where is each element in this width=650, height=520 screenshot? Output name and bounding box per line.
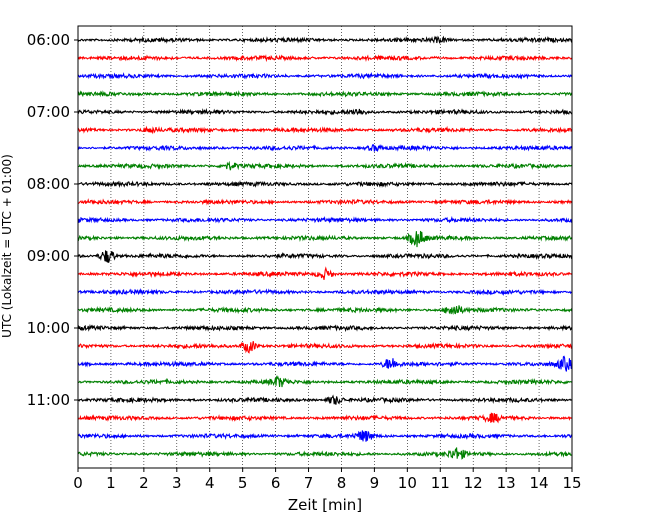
trace-1100 — [77, 394, 573, 405]
trace-0800 — [77, 179, 573, 189]
y-tick-label: 07:00 — [27, 103, 70, 121]
y-tick-label: 08:00 — [27, 175, 70, 193]
seismic-traces — [77, 35, 573, 460]
x-tick-label: 4 — [205, 474, 215, 492]
trace-0700 — [77, 107, 573, 116]
x-tick-label: 8 — [337, 474, 347, 492]
x-axis-label: Zeit [min] — [288, 496, 362, 514]
trace-1145 — [77, 447, 573, 460]
trace-1130 — [77, 430, 573, 442]
x-tick-label: 0 — [73, 474, 83, 492]
trace-0630 — [77, 71, 573, 80]
y-tick-label: 11:00 — [27, 391, 70, 409]
x-tick-label: 9 — [370, 474, 380, 492]
y-axis-label: UTC (Lokalzeit = UTC + 01:00) — [0, 154, 14, 338]
x-tick-label: 2 — [139, 474, 149, 492]
y-tick-label: 10:00 — [27, 319, 70, 337]
trace-1115 — [77, 412, 573, 424]
trace-0915 — [77, 266, 573, 280]
trace-0730 — [77, 144, 573, 153]
trace-0930 — [77, 288, 573, 297]
trace-0615 — [77, 54, 573, 63]
trace-0815 — [77, 198, 573, 206]
trace-1000 — [77, 323, 573, 333]
trace-0900 — [77, 250, 573, 263]
trace-1015 — [77, 341, 573, 354]
x-tick-label: 5 — [238, 474, 248, 492]
x-tick-label: 14 — [530, 474, 549, 492]
trace-1045 — [77, 375, 573, 388]
x-tick-label: 7 — [304, 474, 314, 492]
trace-0845 — [77, 230, 573, 248]
trace-0645 — [77, 90, 573, 98]
trace-1030 — [77, 355, 573, 372]
x-axis-ticks: 0 1 2 3 4 5 6 7 8 9 10 11 12 13 14 15 — [73, 468, 582, 492]
x-tick-label: 12 — [464, 474, 483, 492]
trace-0830 — [77, 215, 573, 224]
x-tick-label: 10 — [398, 474, 417, 492]
y-tick-label: 06:00 — [27, 31, 70, 49]
y-axis-ticks: 06:00 07:00 08:00 09:00 10:00 11:00 — [27, 31, 78, 409]
y-tick-label: 09:00 — [27, 247, 70, 265]
plot-frame — [77, 25, 573, 469]
minute-grid — [110, 26, 540, 468]
x-tick-label: 3 — [172, 474, 182, 492]
trace-0715 — [77, 125, 573, 135]
trace-0600 — [77, 35, 573, 44]
x-tick-label: 11 — [431, 474, 450, 492]
x-tick-label: 15 — [562, 474, 581, 492]
x-tick-label: 6 — [271, 474, 281, 492]
trace-0745 — [77, 160, 573, 171]
x-tick-label: 1 — [106, 474, 116, 492]
x-tick-label: 13 — [497, 474, 516, 492]
trace-0945 — [77, 305, 573, 316]
